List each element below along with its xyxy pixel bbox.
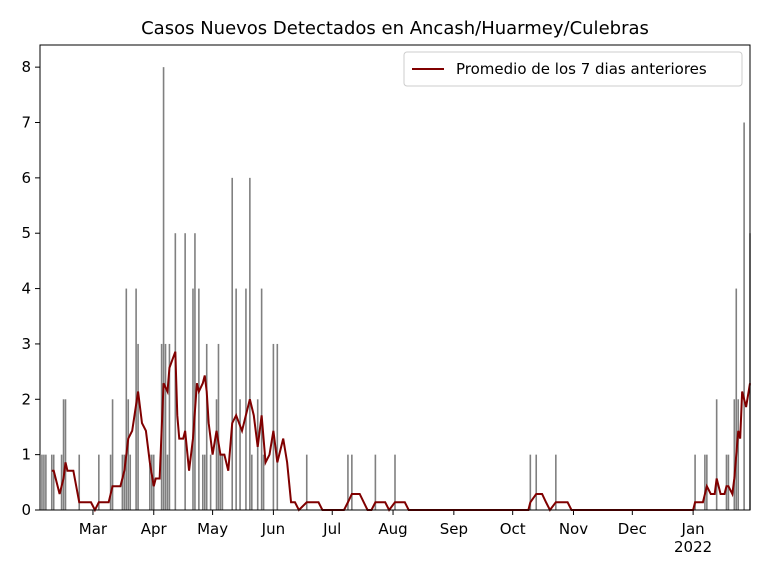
bar (249, 177, 251, 510)
bar (184, 233, 186, 510)
chart-title: Casos Nuevos Detectados en Ancash/Huarme… (141, 18, 649, 39)
bar (201, 454, 204, 510)
bar (168, 343, 171, 510)
bar (164, 343, 167, 510)
bar (351, 454, 353, 510)
bar (127, 399, 130, 510)
x-tick-label: Dec (618, 520, 647, 538)
y-tick-label: 8 (21, 58, 31, 76)
bar (109, 454, 112, 510)
bar (555, 454, 557, 510)
bar (111, 399, 114, 510)
bar (260, 288, 263, 510)
bar (129, 454, 132, 510)
bar (251, 454, 253, 510)
bar (98, 454, 100, 510)
bar (256, 399, 259, 510)
bar (52, 454, 55, 510)
bar (50, 454, 53, 510)
bar (725, 454, 728, 510)
bar (694, 454, 696, 510)
y-tick-label: 4 (21, 280, 31, 298)
bar (305, 454, 308, 510)
bar (64, 399, 67, 510)
bar (235, 288, 237, 510)
bar (78, 454, 81, 510)
bar (192, 288, 194, 510)
bar (205, 343, 208, 510)
bar (215, 399, 218, 510)
x-tick-label: Jul (322, 520, 341, 538)
bar (374, 454, 377, 510)
bar (735, 288, 738, 510)
x-tick-label: Jan 2022 (674, 520, 712, 556)
bar (217, 343, 220, 510)
bar (272, 343, 275, 510)
bar (347, 454, 349, 510)
legend-label: Promedio de los 7 dias anteriores (456, 60, 707, 78)
bar (535, 454, 538, 510)
bar (276, 343, 279, 510)
bar (239, 399, 241, 510)
bar (715, 399, 718, 510)
bar (394, 454, 396, 510)
bar (529, 454, 532, 510)
y-tick-label: 0 (21, 501, 31, 519)
x-tick-label: Mar (79, 520, 108, 538)
x-tick-label: Aug (378, 520, 407, 538)
x-tick-label: Nov (559, 520, 588, 538)
bar (194, 233, 196, 510)
x-tick-label: Oct (500, 520, 526, 538)
bar (737, 399, 740, 510)
y-tick-label: 2 (21, 390, 31, 408)
line (51, 351, 751, 513)
bar (231, 177, 234, 510)
bar (198, 288, 200, 510)
x-tick-label: Apr (141, 520, 168, 538)
bar (245, 288, 247, 510)
bar (727, 454, 730, 510)
bar (706, 454, 708, 510)
y-tick-label: 6 (21, 169, 31, 187)
y-tick-label: 1 (21, 446, 31, 464)
bar (150, 454, 153, 510)
bar (209, 454, 212, 510)
bar (43, 454, 45, 510)
bar (704, 454, 706, 510)
bar (219, 454, 222, 510)
bar (733, 399, 736, 510)
y-tick-label: 7 (21, 114, 31, 132)
bar (45, 454, 47, 510)
bar (262, 454, 265, 510)
plot-frame (39, 44, 751, 511)
bar (221, 454, 224, 510)
y-tick-label: 3 (21, 335, 31, 353)
bar (62, 399, 65, 510)
bar (166, 454, 169, 510)
bar (743, 122, 745, 510)
x-tick-label: May (197, 520, 228, 538)
bar (162, 67, 165, 511)
bar (125, 288, 128, 510)
bar (123, 454, 126, 510)
bar (137, 343, 139, 510)
bar (203, 454, 206, 510)
y-tick-label: 5 (21, 224, 31, 242)
x-tick-label: Sep (440, 520, 468, 538)
bar (41, 454, 43, 510)
legend-box (403, 51, 743, 87)
x-tick-label: Jun (261, 520, 285, 538)
bar (149, 454, 151, 510)
